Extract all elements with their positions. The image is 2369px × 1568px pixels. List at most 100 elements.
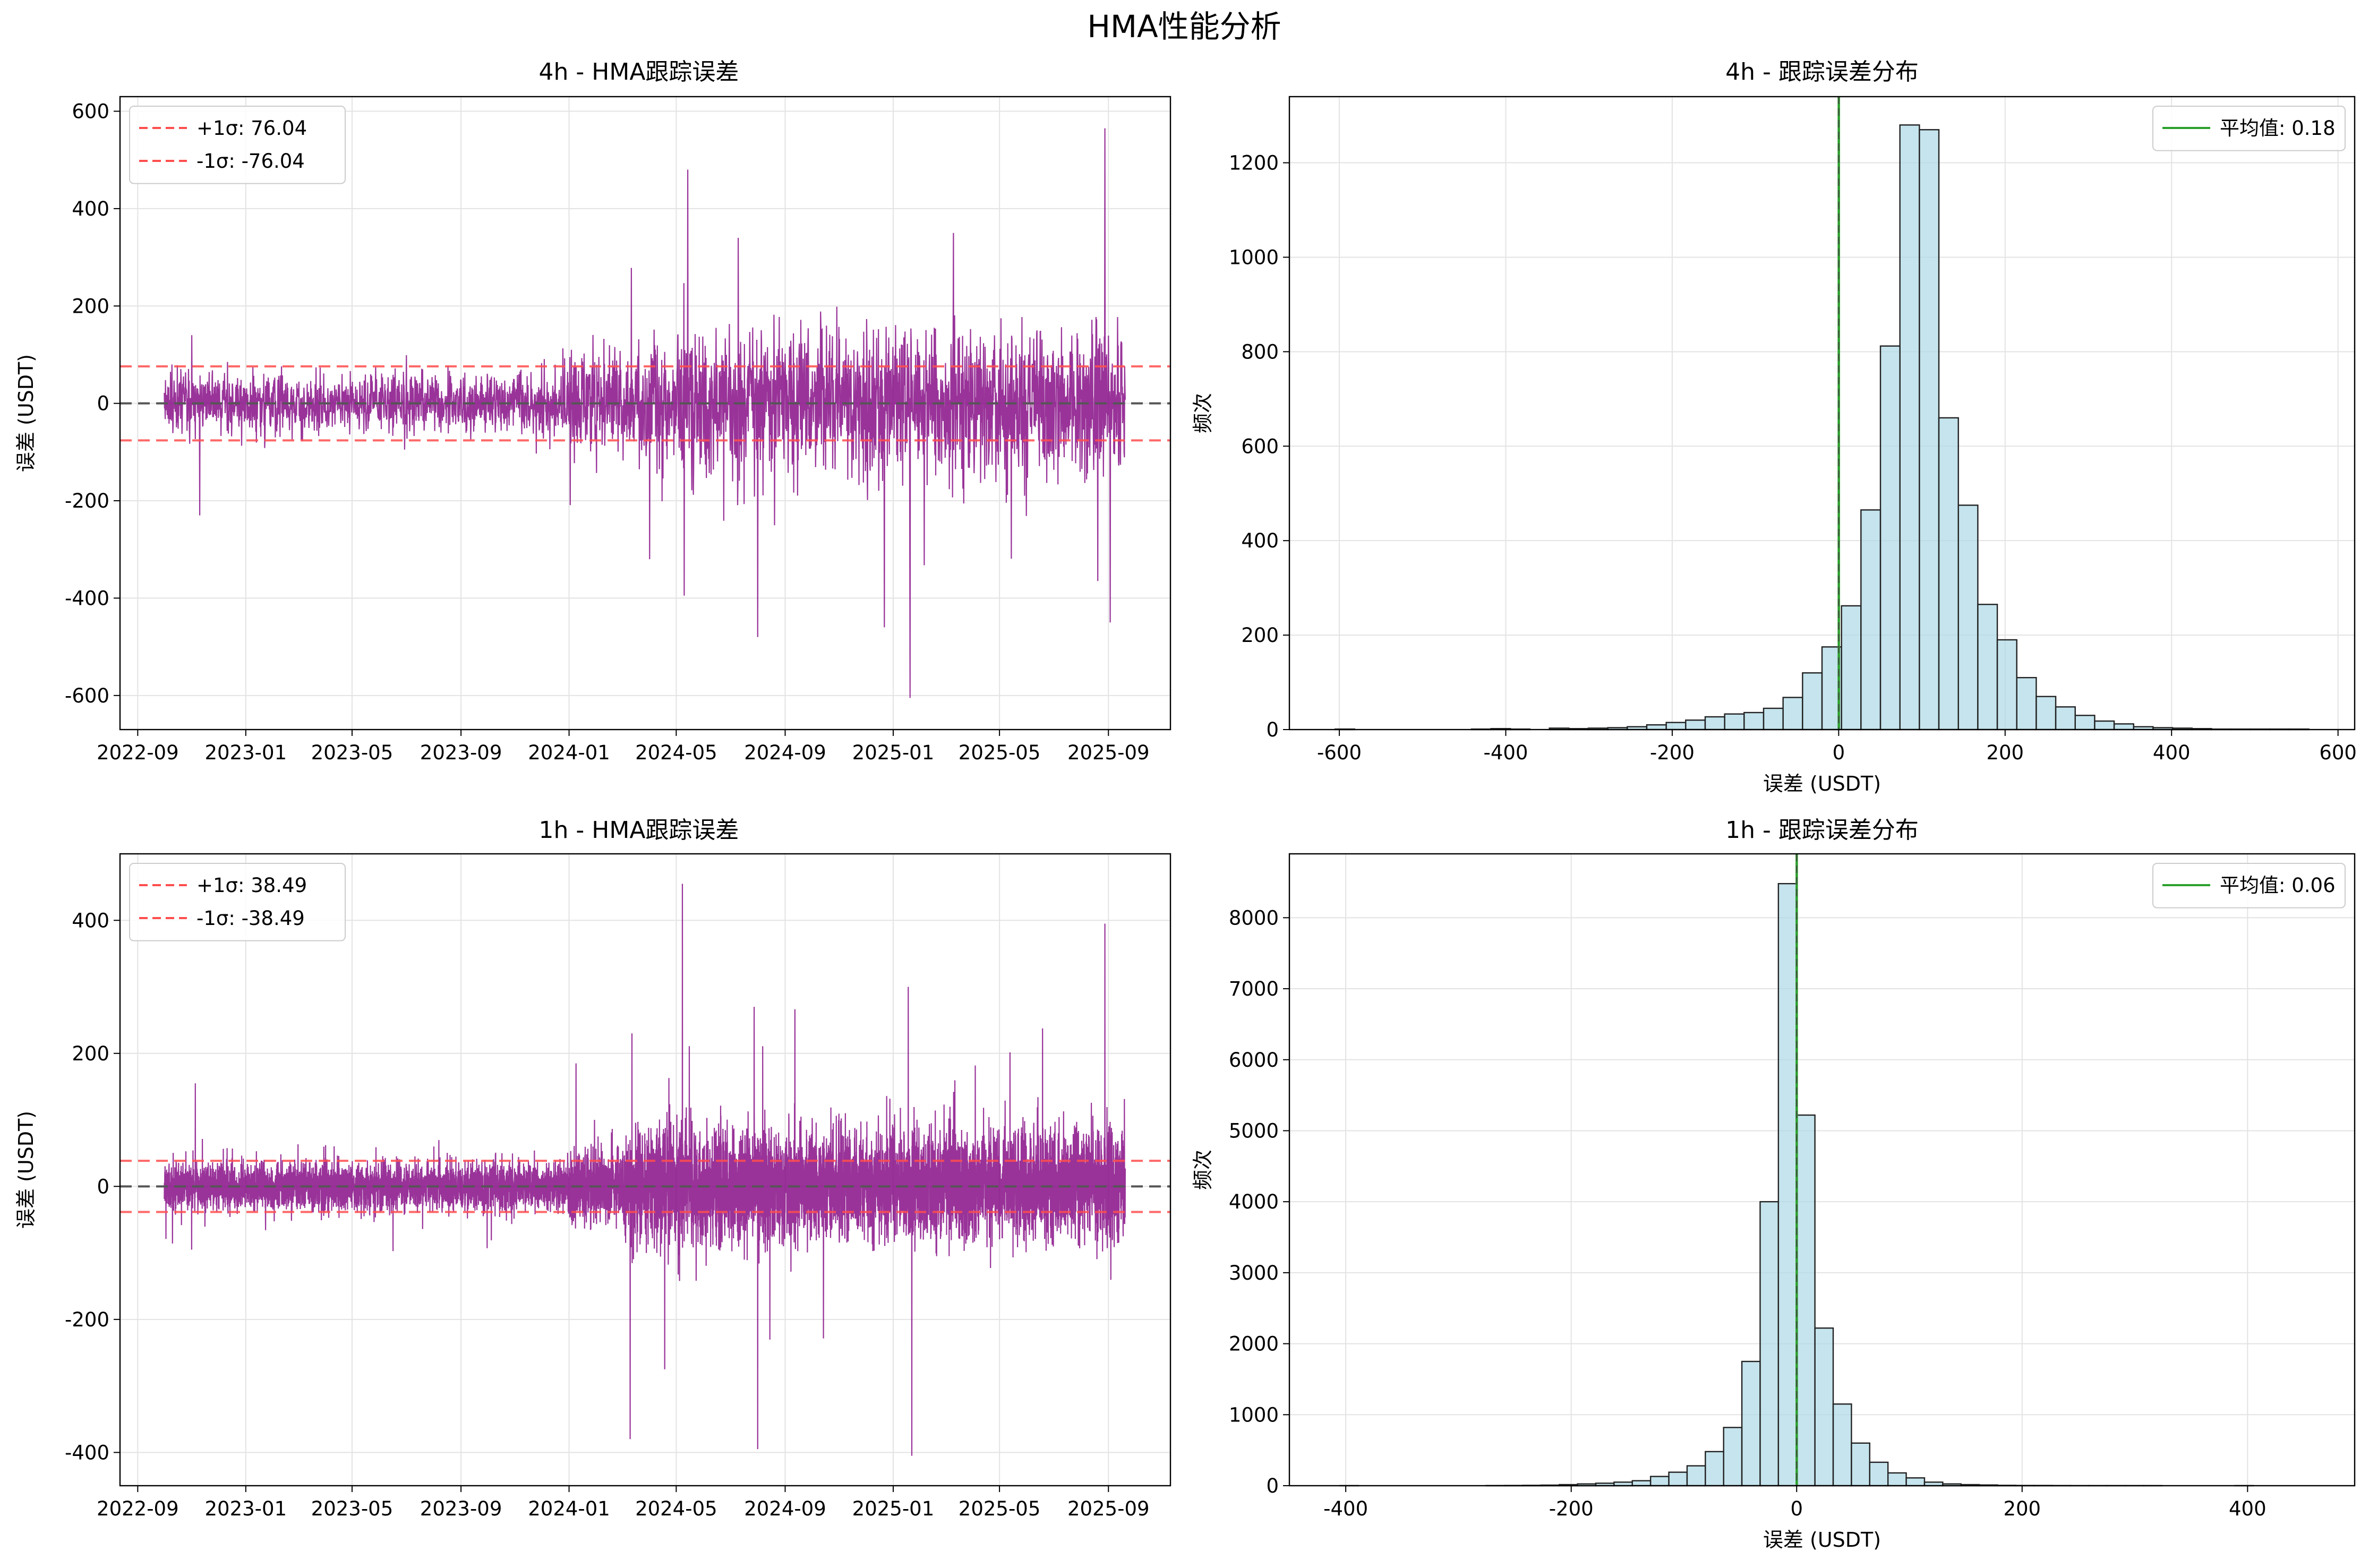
y-axis-label: 频次	[1191, 393, 1215, 433]
y-tick-label: 6000	[1229, 1049, 1279, 1072]
histogram-bar	[1905, 1477, 1926, 1487]
x-axis: -600 -400 -200 0 200 400 600	[1317, 730, 2357, 764]
y-axis-label: 误差 (USDT)	[14, 354, 38, 472]
histogram-bar	[1665, 722, 1687, 731]
histogram-bar	[1723, 1427, 1743, 1487]
x-tick-label: 2023-05	[311, 1497, 394, 1520]
legend-box	[129, 106, 346, 184]
axes-frame	[1288, 853, 2356, 1487]
x-tick-label: 2025-01	[852, 1497, 935, 1520]
panel-1h-error-distribution: 1h - 跟踪误差分布 -400 -200 0 200 400 0 1000 2000 300…	[1191, 817, 2356, 1552]
x-tick-label: 2022-09	[97, 1497, 179, 1520]
panel-4h-tracking-error: 4h - HMA跟踪误差 2022-09 2023-01 2023-05 2023-0…	[14, 58, 1171, 764]
y-tick-label: -200	[65, 490, 109, 512]
histogram-bar	[1996, 639, 2017, 731]
histogram-bar	[1860, 509, 1881, 731]
x-axis: 2022-09 2023-01 2023-05 2023-09 2024-01 2024-…	[97, 1486, 1150, 1520]
histogram-bar	[1938, 417, 1959, 731]
histogram-bar	[1686, 1465, 1706, 1487]
x-tick-label: 400	[2229, 1497, 2267, 1520]
x-tick-label: -400	[1483, 741, 1528, 764]
legend-entry: +1σ: 76.04	[196, 117, 307, 140]
x-tick-label: 2023-01	[205, 741, 287, 764]
histogram-bar	[2074, 715, 2096, 731]
y-tick-label: -400	[65, 1441, 109, 1464]
plot-area	[120, 128, 1170, 698]
axes-frame	[119, 96, 1171, 731]
legend-box	[129, 863, 346, 941]
x-tick-label: -200	[1650, 741, 1695, 764]
x-tick-label: 2024-05	[635, 1497, 717, 1520]
axes-frame	[119, 853, 1171, 1487]
y-tick-label: 0	[1266, 1475, 1279, 1497]
legend: 平均值: 0.06	[2152, 863, 2346, 909]
y-tick-label: 7000	[1229, 978, 1279, 1000]
histogram-bar	[1741, 1360, 1761, 1487]
y-tick-label: 2000	[1229, 1333, 1279, 1356]
x-axis: 2022-09 2023-01 2023-05 2023-09 2024-01 2024-…	[97, 730, 1150, 764]
y-tick-label: 1000	[1229, 246, 1279, 269]
x-tick-label: 2025-09	[1067, 1497, 1150, 1520]
x-tick-label: 2025-01	[852, 741, 935, 764]
histogram-bar	[1649, 1476, 1670, 1487]
histogram-bar	[1782, 697, 1803, 731]
x-tick-label: 0	[1790, 1497, 1803, 1520]
x-tick-label: 2025-09	[1067, 741, 1150, 764]
legend: 平均值: 0.18	[2152, 106, 2346, 151]
x-tick-label: 2023-09	[420, 1497, 502, 1520]
histogram-bar	[1705, 1451, 1724, 1487]
histogram-bar	[1668, 1471, 1688, 1487]
legend-box	[2152, 863, 2346, 909]
plot-area	[1339, 854, 2254, 1487]
histogram-bar	[2055, 706, 2076, 731]
histogram-bar	[1724, 713, 1745, 731]
y-tick-label: 600	[72, 100, 109, 123]
y-tick-label: 1200	[1229, 152, 1279, 175]
x-tick-label: 200	[2003, 1497, 2041, 1520]
histogram-bar	[1879, 345, 1901, 731]
legend-box	[2152, 106, 2346, 151]
plot-area	[120, 884, 1170, 1456]
axes-frame	[1288, 96, 2356, 731]
y-axis: 0 1000 2000 3000 4000 5000 6000 7000 8000	[1229, 906, 1289, 1497]
panel-title: 1h - 跟踪误差分布	[1725, 817, 1919, 844]
histogram-bar	[1704, 716, 1725, 731]
y-tick-label: -400	[65, 587, 109, 610]
x-tick-label: 2024-09	[744, 741, 826, 764]
y-axis-label: 频次	[1191, 1150, 1215, 1190]
y-tick-label: 200	[72, 1042, 109, 1065]
y-axis-label: 误差 (USDT)	[14, 1111, 38, 1229]
figure-title: HMA性能分析	[1087, 8, 1281, 45]
legend-entry: -1σ: -76.04	[196, 150, 305, 173]
x-tick-label: 2023-09	[420, 741, 502, 764]
x-axis-label: 误差 (USDT)	[1763, 1528, 1881, 1552]
y-tick-label: 400	[1241, 529, 1279, 552]
histogram-bar	[1796, 1114, 1816, 1487]
y-axis: 0 200 400 600 800 1000 1200	[1229, 152, 1289, 741]
x-tick-label: 2024-05	[635, 741, 717, 764]
y-tick-label: 0	[1266, 718, 1279, 741]
y-tick-label: 5000	[1229, 1119, 1279, 1142]
histogram-bar	[1802, 672, 1823, 731]
x-tick-label: 2025-05	[959, 741, 1041, 764]
y-tick-label: 200	[1241, 624, 1279, 647]
legend: +1σ: 76.04 -1σ: -76.04	[129, 106, 346, 184]
x-tick-label: 2022-09	[97, 741, 179, 764]
histogram-bar	[1899, 124, 1920, 731]
histogram-bar	[1977, 604, 1998, 731]
x-tick-label: 2025-05	[959, 1497, 1041, 1520]
panel-title: 1h - HMA跟踪误差	[539, 817, 739, 844]
histogram-bar	[2036, 696, 2057, 731]
x-tick-label: 2024-01	[528, 1497, 610, 1520]
y-tick-label: 0	[97, 392, 109, 415]
histogram-bar	[1832, 1403, 1852, 1487]
histogram-bar	[2113, 723, 2134, 731]
x-tick-label: 400	[2153, 741, 2191, 764]
x-tick-label: 200	[1986, 741, 2024, 764]
y-axis: -400 -200 0 200 400	[65, 909, 120, 1464]
histogram-bar	[1887, 1472, 1907, 1487]
histogram-bar	[2016, 676, 2037, 731]
histogram-bar	[1869, 1461, 1889, 1487]
